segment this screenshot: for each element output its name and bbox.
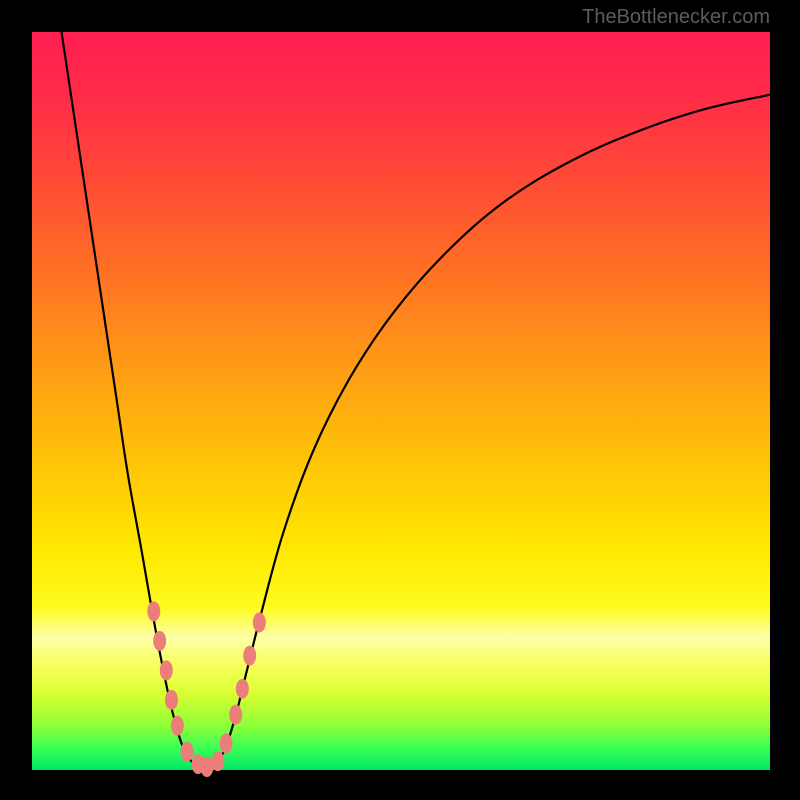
- data-marker: [236, 679, 249, 699]
- data-marker: [211, 751, 224, 771]
- curve-right: [205, 95, 770, 769]
- data-marker: [220, 733, 233, 753]
- curve-layer: [32, 32, 770, 770]
- data-marker: [165, 690, 178, 710]
- data-marker: [253, 612, 266, 632]
- data-marker: [160, 660, 173, 680]
- data-marker: [153, 631, 166, 651]
- markers-right-group: [211, 612, 265, 771]
- data-marker: [180, 742, 193, 762]
- watermark-text: TheBottlenecker.com: [582, 6, 770, 29]
- data-marker: [171, 716, 184, 736]
- curve-left: [62, 32, 206, 769]
- data-marker: [243, 646, 256, 666]
- data-marker: [200, 757, 213, 777]
- markers-left-group: [147, 601, 213, 777]
- data-marker: [229, 705, 242, 725]
- plot-area: [32, 32, 770, 770]
- data-marker: [147, 601, 160, 621]
- chart-root: TheBottlenecker.com: [0, 0, 800, 800]
